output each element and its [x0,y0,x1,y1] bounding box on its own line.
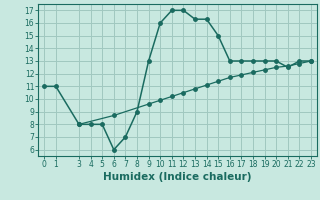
X-axis label: Humidex (Indice chaleur): Humidex (Indice chaleur) [103,172,252,182]
